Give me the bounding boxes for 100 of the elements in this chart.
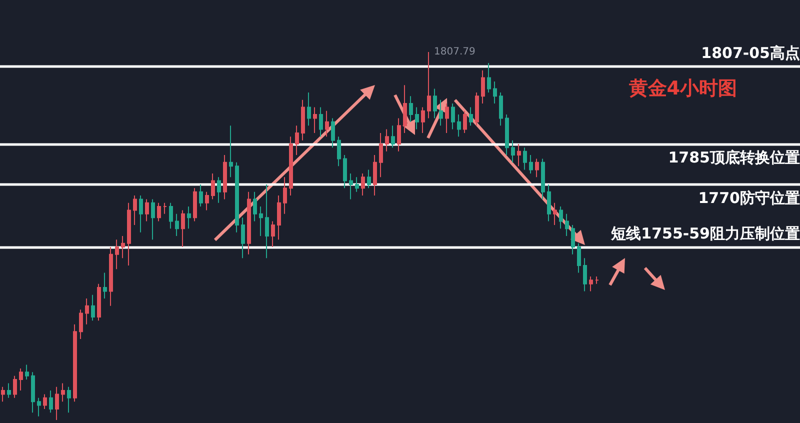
candlestick	[43, 394, 47, 410]
candlestick	[49, 390, 53, 414]
candlestick	[247, 191, 251, 255]
candlestick	[283, 176, 287, 214]
candlestick	[265, 184, 269, 259]
candlestick	[181, 210, 185, 248]
candlestick	[367, 169, 371, 189]
candlestick	[223, 154, 227, 200]
candlestick	[577, 242, 581, 274]
candlestick	[559, 206, 563, 230]
candlestick	[403, 84, 407, 134]
candlestick	[355, 176, 359, 192]
candlestick	[79, 309, 83, 340]
candlestick	[325, 110, 329, 138]
candlestick	[121, 236, 125, 259]
candlestick	[241, 217, 245, 259]
candlestick	[103, 272, 107, 300]
candlestick	[523, 147, 527, 170]
candlestick	[343, 154, 347, 189]
candlestick	[217, 176, 221, 204]
candlestick	[589, 276, 593, 292]
candlestick	[13, 375, 17, 398]
candlestick	[481, 70, 485, 104]
candlestick	[295, 125, 299, 156]
candlestick	[457, 114, 461, 138]
candlestick	[175, 213, 179, 236]
candlestick	[211, 172, 215, 200]
candlestick	[19, 368, 23, 392]
candlestick	[427, 52, 431, 119]
candlestick	[133, 195, 137, 226]
candlestick	[373, 154, 377, 196]
candlestick	[535, 158, 539, 178]
candlestick	[37, 397, 41, 417]
candlestick	[313, 106, 317, 134]
candlestick	[463, 110, 467, 134]
candlestick	[229, 125, 233, 178]
candlestick	[193, 188, 197, 222]
candlestick	[97, 283, 101, 322]
ref-line-label: 1770防守位置	[698, 188, 800, 207]
candlestick	[487, 62, 491, 93]
candlestick	[379, 132, 383, 178]
candlestick	[583, 258, 587, 292]
candlestick	[91, 294, 95, 322]
candlestick	[109, 246, 113, 306]
annotation: 1807.79	[434, 46, 476, 58]
candlestick	[421, 106, 425, 134]
text: 黄金4小时图	[628, 78, 738, 100]
candlestick	[115, 239, 119, 270]
candlestick	[361, 172, 365, 196]
candlestick	[571, 224, 575, 255]
candlestick	[553, 202, 557, 226]
candlestick	[25, 364, 29, 380]
candlestick	[73, 324, 77, 402]
candlestick	[397, 118, 401, 152]
candlestick	[595, 276, 599, 284]
candlestick	[331, 118, 335, 148]
candlestick	[439, 99, 443, 126]
candlestick	[85, 298, 89, 325]
candlestick	[475, 92, 479, 126]
candlestick	[493, 80, 497, 104]
ref-line-label: 1807-05高点	[701, 44, 800, 62]
candlestick	[319, 106, 323, 138]
candlestick	[199, 184, 203, 208]
candlestick	[277, 195, 281, 240]
candlestick	[505, 114, 509, 156]
candlestick	[127, 202, 131, 266]
ref-line-label: 1785顶底转换位置	[668, 148, 800, 166]
candlestick	[61, 382, 65, 402]
candlestick	[163, 202, 167, 214]
candlestick	[349, 172, 353, 200]
candlestick	[205, 191, 209, 211]
candlestick	[31, 372, 35, 414]
candlestick	[565, 213, 569, 236]
candlestick	[253, 191, 257, 222]
candlestick	[151, 198, 155, 240]
candlestick	[415, 106, 419, 130]
candlestick	[145, 198, 149, 222]
candlestick	[7, 382, 11, 398]
candlestick	[337, 136, 341, 167]
candlestick	[409, 96, 413, 122]
candlestick	[235, 162, 239, 233]
candlestick	[169, 202, 173, 230]
candlestick	[541, 158, 545, 200]
candlestick	[445, 103, 449, 134]
candlestick	[67, 386, 71, 414]
candlestick	[385, 128, 389, 152]
candlestick	[547, 184, 551, 222]
candlestick	[529, 154, 533, 174]
candlestick	[469, 106, 473, 126]
candlestick	[259, 206, 263, 236]
candlestick	[433, 88, 437, 119]
candlestick	[301, 99, 305, 141]
candlestick	[187, 206, 191, 230]
candlestick	[511, 140, 515, 163]
candlestick	[1, 386, 5, 402]
candlestick	[307, 92, 311, 126]
candlestick	[391, 125, 395, 148]
candlestick	[55, 386, 59, 420]
ref-line-label: 短线1755-59阻力压制位置	[610, 224, 800, 243]
candlestick	[157, 202, 161, 222]
